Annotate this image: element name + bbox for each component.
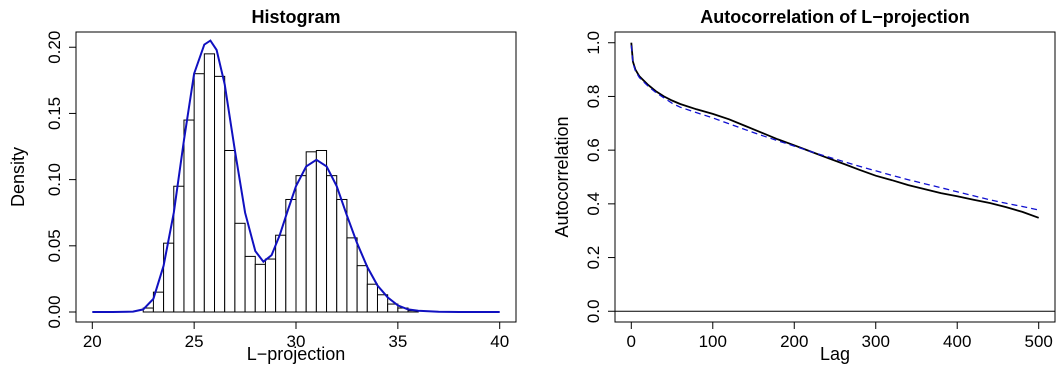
histogram-x-axis: 20 25 30 35 40 [83, 321, 509, 351]
autocorrelation-x-tick-label: 200 [780, 332, 808, 351]
histogram-x-tick-label: 40 [490, 332, 509, 351]
autocorrelation-x-axis-label: Lag [820, 344, 850, 364]
histogram-bar [193, 73, 205, 313]
histogram-bar [376, 294, 389, 313]
histogram-y-tick-label: 0.00 [45, 295, 64, 328]
autocorrelation-y-axis-label: Autocorrelation [552, 116, 572, 237]
autocorrelation-y-tick-label: 1.0 [584, 31, 603, 55]
histogram-title: Histogram [251, 7, 340, 27]
histogram-bar [305, 151, 317, 313]
histogram-y-tick-label: 0.10 [45, 163, 64, 196]
histogram-bar [224, 149, 236, 313]
histogram-x-tick-label: 35 [388, 332, 407, 351]
histogram-bar [264, 258, 277, 313]
histogram-y-tick-label: 0.20 [45, 31, 64, 64]
histogram-bar [234, 222, 246, 313]
autocorrelation-lines [630, 42, 1040, 219]
histogram-x-tick-label: 20 [83, 332, 102, 351]
histogram-bar [285, 198, 297, 313]
histogram-y-tick-label: 0.05 [45, 229, 64, 262]
autocorrelation-y-tick-label: 0.2 [584, 246, 603, 270]
histogram-bar [326, 175, 338, 313]
histogram-panel: Histogram 20 25 30 35 40 0.00 0.05 0.10 0.15 0.2… [8, 7, 517, 364]
histogram-bars [142, 53, 419, 313]
autocorrelation-y-tick-label: 0.0 [584, 299, 603, 323]
histogram-bar [356, 265, 368, 313]
histogram-y-axis: 0.00 0.05 0.10 0.15 0.20 [45, 31, 77, 329]
autocorrelation-x-tick-label: 400 [943, 332, 971, 351]
autocorrelation-solid-line [630, 42, 1040, 219]
histogram-bar [346, 237, 358, 313]
autocorrelation-panel: Autocorrelation of L−projection 0 100 200 3… [552, 7, 1056, 364]
autocorrelation-x-tick-label: 100 [699, 332, 727, 351]
histogram-x-axis-label: L−projection [247, 344, 346, 364]
histogram-bar [275, 234, 287, 313]
autocorrelation-y-tick-label: 0.8 [584, 85, 603, 109]
autocorrelation-x-axis: 0 100 200 300 400 500 [627, 321, 1053, 351]
autocorrelation-title: Autocorrelation of L−projection [700, 7, 970, 27]
autocorrelation-y-tick-label: 0.4 [584, 192, 603, 216]
autocorrelation-y-tick-label: 0.6 [584, 138, 603, 162]
histogram-bar [295, 175, 307, 313]
autocorrelation-x-tick-label: 300 [862, 332, 890, 351]
autocorrelation-y-axis: 0.0 0.2 0.4 0.6 0.8 1.0 [584, 31, 616, 323]
histogram-x-tick-label: 25 [185, 332, 204, 351]
histogram-bar [244, 255, 256, 313]
autocorrelation-plot-frame [614, 31, 1056, 323]
autocorrelation-dashed-line [630, 45, 1039, 211]
histogram-bar [203, 53, 216, 313]
histogram-bar [315, 149, 328, 313]
histogram-bar [254, 263, 266, 313]
histogram-y-tick-label: 0.15 [45, 97, 64, 130]
histogram-x-tick-label: 30 [287, 332, 306, 351]
histogram-bar [336, 198, 348, 313]
histogram-bar [183, 119, 195, 313]
autocorrelation-x-tick-label: 500 [1025, 332, 1053, 351]
histogram-bar [366, 283, 378, 313]
histogram-density-curve [92, 39, 500, 313]
histogram-y-axis-label: Density [8, 147, 28, 207]
histogram-bar [214, 75, 226, 313]
autocorrelation-x-tick-label: 0 [627, 332, 636, 351]
